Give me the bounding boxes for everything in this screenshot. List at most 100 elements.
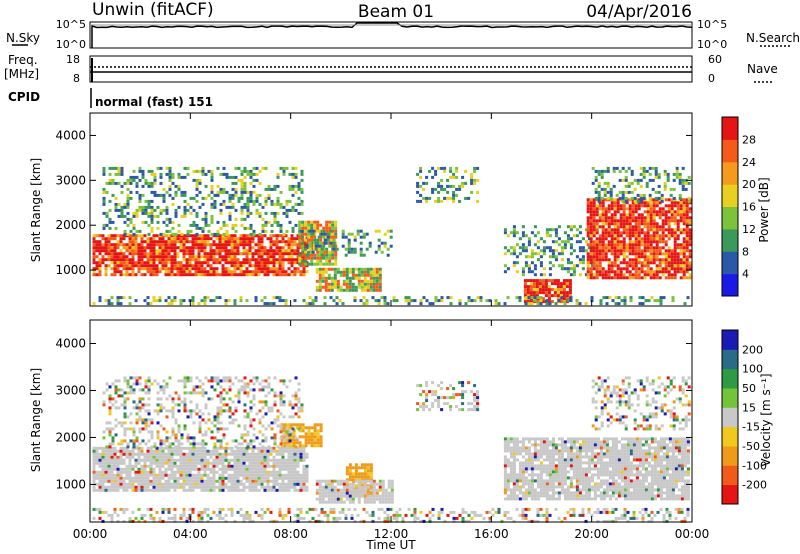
power-cell <box>688 222 692 226</box>
power-cell <box>134 299 138 303</box>
power-cell <box>119 273 123 277</box>
power-cell <box>657 172 661 176</box>
velocity-cell <box>110 479 114 483</box>
velocity-cell <box>272 488 276 492</box>
velocity-cell <box>162 379 166 383</box>
power-cell <box>254 243 258 247</box>
power-cell <box>239 264 243 268</box>
power-cell <box>231 196 235 200</box>
power-cell <box>366 288 370 292</box>
power-cell <box>595 258 599 262</box>
power-cell <box>615 193 619 197</box>
velocity-cell <box>114 379 118 383</box>
power-cell <box>158 252 162 256</box>
velocity-cell <box>236 452 240 456</box>
velocity-cell <box>299 452 303 456</box>
velocity-cell <box>176 479 180 483</box>
power-cell <box>521 225 525 229</box>
power-cell <box>129 181 133 185</box>
power-cell <box>288 220 292 224</box>
power-cell <box>152 270 156 274</box>
velocity-cell <box>284 464 288 468</box>
velocity-cell <box>302 470 306 474</box>
power-cell <box>527 270 531 274</box>
power-cell <box>610 252 614 256</box>
power-cell <box>648 196 652 200</box>
power-cell <box>599 302 603 306</box>
velocity-cell <box>179 458 183 462</box>
power-cell <box>572 273 576 277</box>
power-cell <box>363 267 367 271</box>
power-cell <box>374 229 378 233</box>
power-cell <box>120 190 124 194</box>
velocity-cell <box>284 488 288 492</box>
power-cell <box>206 243 210 247</box>
power-cell <box>539 273 543 277</box>
power-cell <box>529 285 533 289</box>
power-cell <box>673 222 677 226</box>
velocity-cell <box>218 482 222 486</box>
power-cell <box>119 264 123 268</box>
velocity-cell <box>111 427 115 431</box>
power-cell <box>604 198 608 202</box>
power-cell <box>218 243 222 247</box>
velocity-cell <box>162 388 166 392</box>
power-cell <box>640 222 644 226</box>
power-cell <box>366 282 370 286</box>
velocity-cell <box>137 485 141 489</box>
power-cell <box>206 270 210 274</box>
velocity-cell <box>147 424 151 428</box>
power-cell <box>615 166 619 170</box>
power-cell <box>269 261 273 265</box>
velocity-cell <box>233 449 237 453</box>
power-cell <box>186 202 190 206</box>
velocity-cell <box>101 461 105 465</box>
power-cell <box>159 208 163 212</box>
power-cell <box>592 258 596 262</box>
velocity-cell <box>292 444 296 448</box>
power-cell <box>141 172 145 176</box>
velocity-cell <box>201 445 205 449</box>
power-cell <box>113 249 117 253</box>
power-cell <box>325 253 329 257</box>
velocity-cell <box>206 449 210 453</box>
power-cell <box>661 267 665 271</box>
power-cell <box>575 234 579 238</box>
velocity-cell <box>180 400 184 404</box>
velocity-cell <box>269 449 273 453</box>
power-cell <box>336 285 340 289</box>
power-cell <box>225 172 229 176</box>
velocity-cell <box>195 442 199 446</box>
power-cell <box>547 285 551 289</box>
power-cell <box>152 261 156 265</box>
power-cell <box>236 273 240 277</box>
power-cell <box>230 258 234 262</box>
power-cell <box>186 229 190 233</box>
velocity-cell <box>194 458 198 462</box>
power-cell <box>114 196 118 200</box>
velocity-cell <box>171 415 175 419</box>
power-cell <box>532 294 536 298</box>
power-cell <box>386 253 390 257</box>
velocity-cell <box>278 482 282 486</box>
power-cell <box>298 262 302 266</box>
power-cell <box>325 250 329 254</box>
power-cell <box>601 210 605 214</box>
velocity-cell <box>185 455 189 459</box>
power-cell <box>428 169 432 173</box>
power-cell <box>416 199 420 203</box>
velocity-cell <box>260 458 264 462</box>
power-cell <box>171 172 175 176</box>
power-cell <box>685 234 689 238</box>
power-cell <box>113 267 117 271</box>
velocity-cell <box>107 452 111 456</box>
power-cell <box>95 240 99 244</box>
power-cell <box>682 216 686 220</box>
power-cell <box>203 240 207 244</box>
velocity-cell <box>138 415 142 419</box>
power-cell <box>313 223 317 227</box>
velocity-cell <box>171 400 175 404</box>
power-cell <box>595 240 599 244</box>
power-cell <box>548 273 552 277</box>
velocity-cell <box>113 455 117 459</box>
